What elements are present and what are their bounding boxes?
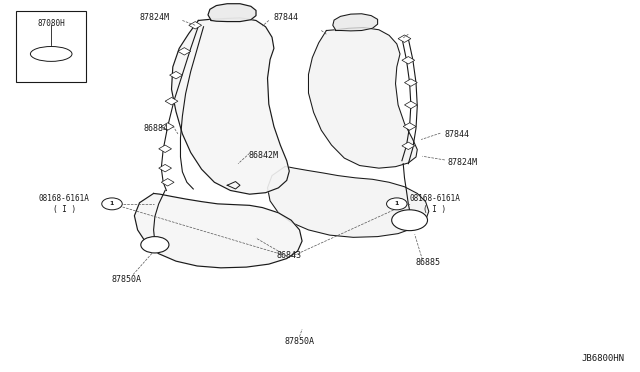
Circle shape — [102, 198, 122, 210]
Text: 87824M: 87824M — [140, 13, 170, 22]
Text: 86843: 86843 — [276, 251, 301, 260]
Polygon shape — [161, 179, 174, 186]
Polygon shape — [333, 14, 378, 31]
Polygon shape — [161, 123, 174, 130]
Bar — [16, 11, 86, 82]
Polygon shape — [172, 18, 289, 194]
Polygon shape — [165, 97, 178, 105]
Polygon shape — [404, 101, 417, 109]
Text: 08168-6161A
( I ): 08168-6161A ( I ) — [410, 194, 460, 214]
Text: 87844: 87844 — [274, 13, 299, 22]
Polygon shape — [159, 145, 172, 153]
Polygon shape — [159, 164, 172, 172]
Polygon shape — [404, 79, 417, 86]
Polygon shape — [398, 35, 411, 42]
Text: 87850A: 87850A — [285, 337, 314, 346]
Polygon shape — [403, 123, 416, 130]
Circle shape — [387, 198, 407, 210]
Text: 86885: 86885 — [416, 258, 441, 267]
Text: 1: 1 — [395, 201, 399, 206]
Text: JB6800HN: JB6800HN — [581, 354, 624, 363]
Text: 86884: 86884 — [144, 124, 169, 133]
Text: 1: 1 — [110, 201, 114, 206]
Polygon shape — [134, 193, 302, 268]
Polygon shape — [268, 167, 429, 237]
Polygon shape — [308, 28, 417, 168]
Circle shape — [392, 210, 428, 231]
Polygon shape — [170, 71, 182, 79]
Text: 87080H: 87080H — [37, 19, 65, 28]
Circle shape — [141, 237, 169, 253]
Polygon shape — [402, 142, 415, 150]
Text: 86842M: 86842M — [248, 151, 278, 160]
Text: 87844: 87844 — [445, 130, 470, 139]
Polygon shape — [208, 4, 256, 22]
Ellipse shape — [31, 46, 72, 61]
Text: 08168-6161A
( I ): 08168-6161A ( I ) — [39, 194, 90, 214]
Polygon shape — [189, 22, 202, 29]
Text: 87824M: 87824M — [448, 158, 478, 167]
Polygon shape — [402, 57, 415, 64]
Polygon shape — [178, 48, 191, 55]
Text: 87850A: 87850A — [112, 275, 142, 284]
